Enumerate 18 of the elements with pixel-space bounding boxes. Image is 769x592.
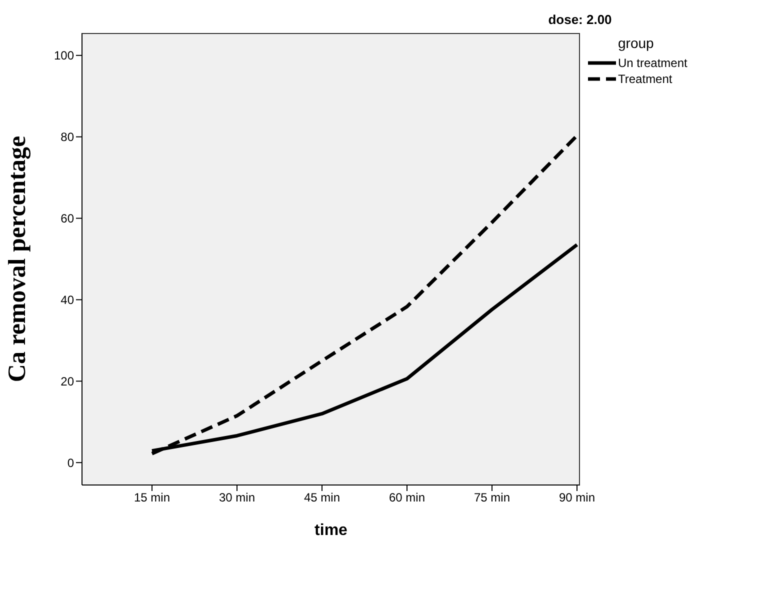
x-tick-label: 60 min bbox=[388, 490, 426, 505]
legend-label: Treatment bbox=[618, 72, 672, 86]
x-tick-label: 15 min bbox=[134, 490, 170, 505]
x-axis-title: time bbox=[314, 522, 348, 539]
chart-title: dose: 2.00 bbox=[547, 12, 613, 27]
x-tick-label: 75 min bbox=[474, 490, 510, 505]
y-tick-label: 20 bbox=[60, 374, 74, 388]
y-tick-label: 0 bbox=[67, 456, 74, 470]
line-series bbox=[150, 134, 579, 456]
legend-title: group bbox=[618, 35, 655, 51]
y-tick-label: 40 bbox=[60, 292, 74, 307]
x-tick-label: 30 min bbox=[218, 490, 256, 505]
y-tick-label: 100 bbox=[54, 48, 74, 63]
y-tick-label: 60 bbox=[60, 212, 74, 226]
x-tick-label: 45 min bbox=[304, 490, 340, 505]
legend-label: Un treatment bbox=[618, 56, 688, 70]
y-tick-label: 80 bbox=[60, 130, 74, 144]
x-tick-label: 90 min bbox=[558, 490, 596, 505]
